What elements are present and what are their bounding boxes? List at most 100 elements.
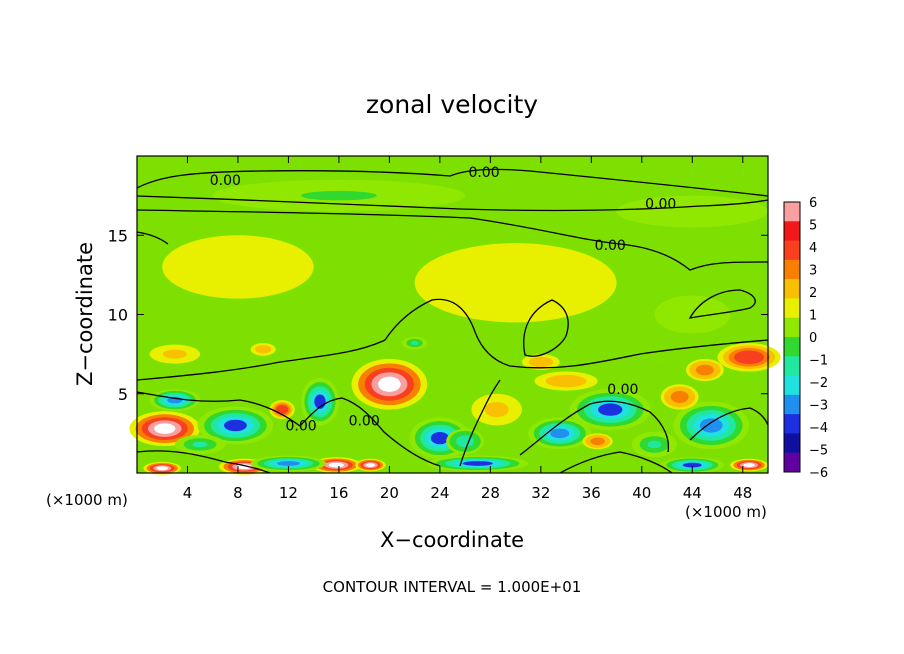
velocity-level (556, 378, 576, 384)
contour-label: 0.00 (468, 165, 499, 181)
colorbar-segment (784, 221, 800, 242)
colorbar-tick-label: 0 (809, 331, 817, 346)
contour-labels: 0.00 0.00 0.00 0.00 0.00 0.00 0.00 (210, 165, 677, 435)
colorbar-tick-label: 2 (809, 286, 817, 301)
velocity-anomaly (311, 457, 362, 474)
x-tick-label: 44 (683, 484, 702, 502)
x-axis-label: X−coordinate (380, 528, 524, 552)
velocity-level (682, 462, 702, 468)
velocity-anomaly (414, 243, 617, 323)
velocity-anomaly (174, 434, 226, 454)
x-tick-label: 48 (733, 484, 752, 502)
velocity-level (699, 366, 711, 374)
y-tick-label: 10 (108, 306, 128, 325)
velocity-anomaly (660, 457, 724, 474)
contour-line (689, 407, 769, 441)
velocity-anomaly (660, 384, 699, 410)
colorbar-segment (784, 433, 800, 454)
velocity-level (699, 418, 723, 433)
velocity-anomaly (717, 343, 781, 372)
velocity-level (365, 463, 376, 467)
velocity-anomaly (143, 461, 182, 475)
colorbar-tick-label: 1 (809, 309, 817, 324)
velocity-level (156, 466, 168, 471)
velocity-level (328, 462, 344, 468)
colorbar-tick-label: 6 (809, 196, 817, 211)
chart-title: zonal velocity (366, 90, 538, 119)
colorbar-tick-label: 5 (809, 219, 817, 234)
contour-line (136, 209, 769, 271)
contour-label: 0.00 (595, 238, 626, 254)
velocity-anomaly (569, 388, 651, 431)
velocity-anomaly (521, 354, 560, 370)
velocity-anomaly (250, 343, 276, 356)
velocity-anomaly (250, 455, 327, 472)
colorbar-tick-label: −3 (809, 399, 828, 414)
velocity-level (462, 461, 493, 466)
velocity-level (278, 406, 286, 413)
colorbar-tick-label: −5 (809, 444, 828, 459)
velocity-anomaly (528, 417, 592, 450)
x-tick-label: 4 (183, 484, 193, 502)
colorbar-segment (784, 259, 800, 280)
contour-line (459, 379, 501, 467)
colorbar-segment (784, 279, 800, 299)
contour-line (136, 298, 769, 381)
colorbar-tick-label: 4 (809, 241, 817, 256)
y-tick-label: 5 (118, 385, 128, 404)
velocity-anomaly (301, 377, 339, 426)
colorbar-segment (784, 317, 800, 338)
velocity-level (215, 257, 261, 277)
colorbar-tick-label: −4 (809, 421, 828, 436)
contour-label: 0.00 (645, 197, 676, 213)
y-axis-label: Z−coordinate (73, 242, 97, 386)
velocity-anomaly (129, 411, 201, 447)
velocity-level (593, 438, 603, 444)
velocity-level (647, 440, 662, 449)
contour-line (136, 391, 441, 467)
velocity-level (598, 403, 623, 416)
colorbar-segment (784, 298, 800, 319)
velocity-level (277, 461, 300, 466)
contour-label: 0.00 (210, 173, 241, 189)
colorbar: 6 5 4 3 2 1 0 −1 −2 −3 −4 −5 −6 (783, 196, 828, 481)
velocity-anomaly (685, 358, 724, 382)
velocity-anomaly (149, 344, 201, 364)
velocity-anomaly (402, 336, 428, 350)
x-tick-label: 8 (233, 484, 243, 502)
contour-line (136, 168, 769, 197)
velocity-level (535, 359, 547, 365)
velocity-anomaly (427, 455, 529, 472)
velocity-anomaly (631, 431, 678, 458)
velocity-anomaly (269, 400, 295, 420)
velocity-anomaly (197, 406, 274, 445)
velocity-anomaly (616, 195, 769, 228)
x-tick-label: 32 (531, 484, 550, 502)
velocity-anomaly (409, 417, 471, 459)
x-tick-label: 12 (279, 484, 298, 502)
velocity-level (430, 431, 449, 445)
x-tick-label: 36 (582, 484, 601, 502)
velocity-anomaly (355, 458, 386, 472)
colorbar-tick-label: −1 (809, 354, 828, 369)
y-tick-label: 15 (108, 226, 128, 245)
velocity-level (550, 428, 570, 439)
colorbar-tick-label: −6 (809, 466, 828, 481)
contour-line (136, 450, 271, 474)
colorbar-segment (784, 414, 800, 434)
colorbar-segment (784, 375, 800, 396)
colorbar-segment (784, 202, 800, 222)
velocity-anomaly (446, 428, 485, 454)
velocity-level (154, 423, 176, 434)
contour-line (523, 299, 569, 357)
contour-line (519, 400, 670, 456)
y-axis: 5 10 15 (108, 226, 768, 404)
velocity-anomaly (212, 179, 466, 212)
zero-contours (136, 168, 769, 474)
velocity-level (669, 206, 715, 217)
colorbar-segment (784, 240, 800, 261)
colorbar-segment (784, 452, 800, 473)
velocity-level (259, 347, 267, 352)
colorbar-tick-label: −2 (809, 376, 828, 391)
